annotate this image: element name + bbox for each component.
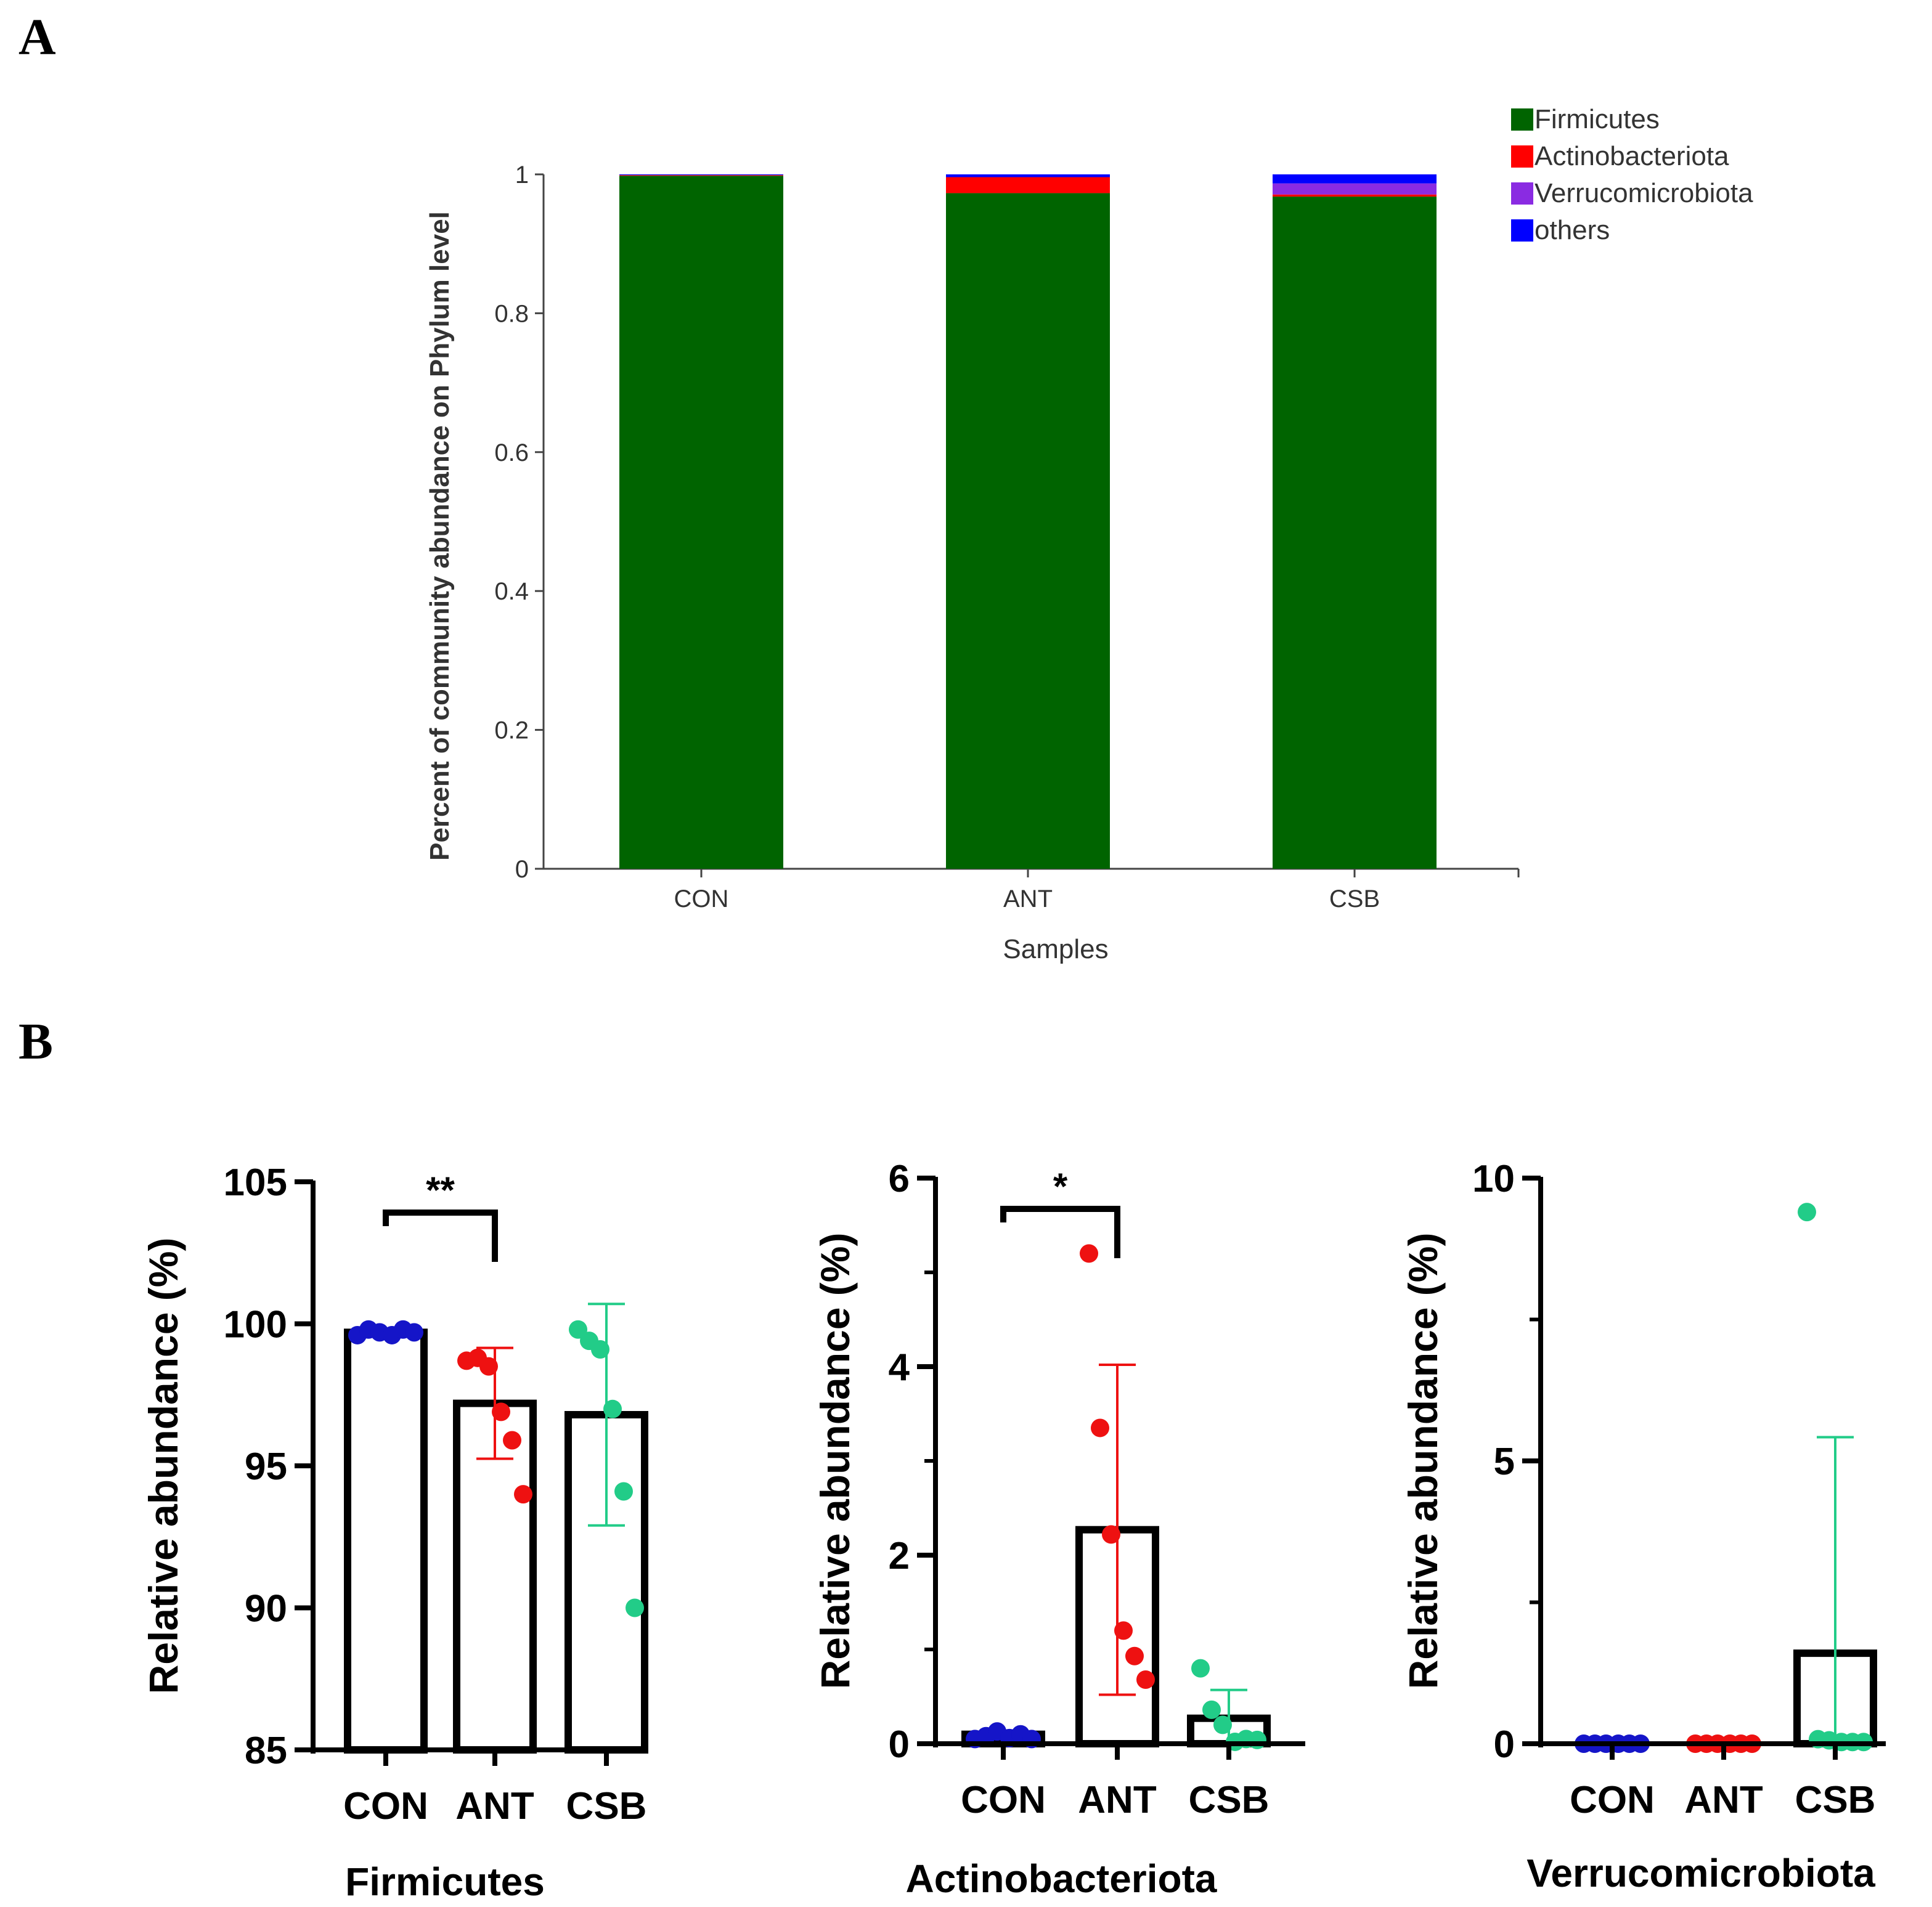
x-tick-label: CSB: [1329, 885, 1380, 913]
y-axis-title: Relative abundance (%): [141, 1238, 186, 1694]
legend-label-actinobacteriota: Actinobacteriota: [1535, 141, 1729, 171]
x-tick-label: CSB: [1795, 1779, 1876, 1821]
y-tick-label: 2: [889, 1535, 910, 1577]
x-tick-label: CON: [961, 1779, 1046, 1821]
y-tick-label: 0.6: [494, 439, 529, 466]
data-point-csb: [1798, 1203, 1816, 1222]
verrucomicrobiota-bar-chart: 0 5 10 CON ANT CSB Relative abundance (%) Verru…: [1400, 1158, 1886, 1895]
y-tick-label: 1: [515, 161, 529, 189]
data-point-ant: [503, 1431, 521, 1450]
legend-label-firmicutes: Firmicutes: [1535, 104, 1660, 134]
y-tick-label: 95: [245, 1445, 287, 1488]
legend-swatch-firmicutes: [1511, 108, 1533, 131]
y-tick-label: 85: [245, 1730, 287, 1772]
data-point-csb: [569, 1320, 587, 1339]
significance-bracket: [1000, 1206, 1120, 1258]
panel-a-letter: A: [18, 9, 56, 66]
x-tick-label: CON: [1570, 1779, 1655, 1821]
bar-segment-actinobacteriota: [946, 177, 1110, 193]
data-point-ant: [1125, 1646, 1144, 1665]
bar-segment-actinobacteriota: [619, 175, 783, 176]
bar-segment-others: [1273, 174, 1437, 184]
data-point-con: [405, 1323, 423, 1342]
y-tick-label: 90: [245, 1588, 287, 1630]
y-tick-label: 105: [224, 1161, 287, 1204]
data-point-ant: [1102, 1525, 1120, 1544]
legend-label-verrucomicrobiota: Verrucomicrobiota: [1535, 178, 1753, 208]
panel-title: Firmicutes: [345, 1860, 545, 1904]
data-point-csb: [626, 1598, 644, 1617]
significance-bracket: [383, 1210, 498, 1262]
bar-segment-firmicutes: [946, 193, 1110, 869]
data-point-ant: [492, 1402, 510, 1421]
stacked-bar-chart: 0 0.2 0.4 0.6 0.8 1 CON ANT CSB Samples Percent of…: [425, 104, 1753, 964]
data-point-ant: [479, 1357, 498, 1376]
panel-title: Actinobacteriota: [906, 1856, 1217, 1901]
y-axis-title: Relative abundance (%): [1400, 1233, 1446, 1689]
legend-swatch-verrucomicrobiota: [1511, 182, 1533, 205]
y-tick-label: 0.8: [494, 300, 529, 327]
firmicutes-bar-chart: 85 90 95 100 105 CON ANT CSB Relative abundance …: [141, 1161, 648, 1904]
x-tick-label: ANT: [1684, 1779, 1763, 1821]
y-tick-label: 6: [889, 1158, 910, 1200]
y-axis-title: Relative abundance (%): [812, 1233, 858, 1689]
x-tick-label: CSB: [1189, 1779, 1270, 1821]
data-point-csb: [614, 1482, 633, 1501]
significance-label: **: [426, 1169, 455, 1211]
bar-segment-actinobacteriota: [1273, 194, 1437, 197]
legend-swatch-actinobacteriota: [1511, 145, 1533, 168]
y-tick-label: 100: [224, 1304, 287, 1346]
bar-segment-others: [946, 174, 1110, 177]
legend-label-others: others: [1535, 215, 1610, 245]
data-point-ant: [1080, 1244, 1098, 1263]
bar-segment-firmicutes: [619, 176, 783, 869]
y-tick-label: 4: [889, 1346, 910, 1389]
x-tick-label: ANT: [455, 1785, 534, 1828]
y-tick-label: 0.4: [494, 578, 529, 605]
data-point-csb: [1202, 1700, 1221, 1719]
y-tick-label: 0: [515, 856, 529, 883]
significance-label: *: [1053, 1166, 1068, 1207]
x-tick-label: ANT: [1003, 885, 1053, 913]
y-axis-title: Percent of community abundance on Phylum…: [425, 211, 455, 861]
data-point-csb: [603, 1399, 622, 1418]
data-point-csb: [591, 1340, 609, 1359]
data-point-ant: [514, 1485, 532, 1504]
bar-segment-firmicutes: [1273, 197, 1437, 869]
y-tick-label: 10: [1472, 1158, 1515, 1200]
x-tick-label: ANT: [1078, 1779, 1157, 1821]
x-axis-title: Samples: [1003, 934, 1108, 964]
data-point-csb: [1213, 1715, 1232, 1734]
y-tick-label: 5: [1494, 1441, 1515, 1483]
x-tick-label: CON: [343, 1785, 428, 1828]
bar-segment-others: [619, 174, 783, 176]
actinobacteriota-bar-chart: 0 2 4 6 CON ANT CSB Relative abundance (%) Actin…: [812, 1158, 1305, 1901]
panel-b-letter: B: [18, 1013, 53, 1070]
y-tick-label: 0.2: [494, 717, 529, 744]
data-point-ant: [1091, 1418, 1109, 1437]
legend-swatch-others: [1511, 219, 1533, 242]
data-point-ant: [1136, 1670, 1155, 1689]
y-tick-label: 0: [889, 1723, 910, 1766]
data-point-csb: [1248, 1730, 1266, 1749]
data-point-csb: [1191, 1659, 1210, 1678]
mean-bar-con: [344, 1328, 428, 1754]
data-point-ant: [1114, 1621, 1133, 1640]
y-tick-label: 0: [1494, 1723, 1515, 1766]
bar-segment-verrucomicrobiota: [1273, 183, 1437, 195]
x-tick-label: CSB: [566, 1785, 647, 1828]
panel-title: Verrucomicrobiota: [1526, 1851, 1875, 1895]
x-tick-label: CON: [674, 885, 729, 913]
